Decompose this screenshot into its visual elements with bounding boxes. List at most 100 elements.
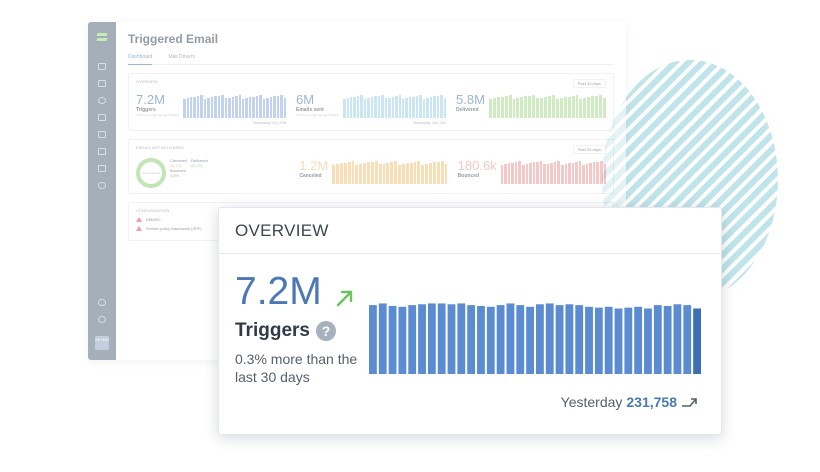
mini-bar	[262, 98, 266, 118]
chart-bar[interactable]	[565, 304, 574, 374]
mini-bar	[553, 162, 557, 184]
user-avatar[interactable]: Fb Hab	[95, 336, 109, 350]
chart-bar[interactable]	[594, 307, 603, 374]
mini-bar	[583, 97, 587, 118]
chart-bar[interactable]	[536, 304, 544, 374]
chart-bar[interactable]	[457, 303, 466, 374]
kpi-value: 5.8M	[456, 92, 485, 107]
chart-bar[interactable]	[663, 305, 672, 374]
config-item[interactable]: Sender policy framework (SPF)	[136, 226, 606, 231]
chart-bar[interactable]	[545, 303, 554, 374]
mini-bar	[183, 98, 186, 118]
chart-bar[interactable]	[604, 306, 613, 374]
chart-bar[interactable]	[585, 306, 593, 374]
link-icon[interactable]	[98, 165, 106, 172]
tab-mail-drivers[interactable]: Mail Drivers	[168, 54, 195, 60]
mini-bar	[398, 164, 401, 184]
chart-bar[interactable]	[673, 304, 682, 374]
mini-bar	[429, 163, 432, 184]
card-header: OVERVIEW	[219, 208, 721, 254]
mini-bar	[522, 164, 525, 184]
globe-icon[interactable]	[98, 97, 106, 104]
mini-bar	[409, 162, 413, 184]
mini-bar	[550, 162, 553, 184]
bell-icon[interactable]	[98, 299, 106, 306]
mini-bar	[575, 95, 579, 118]
chart-bar[interactable]	[437, 303, 446, 374]
chart-bar[interactable]	[388, 305, 397, 374]
mini-bar	[571, 162, 575, 184]
delivered-pct: 80.4%	[190, 163, 203, 168]
mini-bar	[186, 98, 189, 118]
tab-dashboard[interactable]: Dashboard	[128, 54, 153, 65]
search-icon[interactable]	[98, 316, 106, 323]
mini-bar	[525, 163, 529, 184]
chart-bar[interactable]	[653, 305, 662, 374]
mini-bar	[359, 163, 363, 184]
chart-bar[interactable]	[477, 305, 485, 374]
mini-bar	[585, 163, 589, 184]
mini-bar	[367, 162, 370, 184]
mini-bar	[444, 164, 448, 184]
chart-bar[interactable]	[486, 306, 495, 374]
mini-bar	[221, 94, 224, 118]
question-icon[interactable]: ?	[315, 321, 336, 341]
chart-bar[interactable]	[624, 307, 633, 374]
kpi-value: 180.6k	[457, 158, 497, 173]
chart-bar[interactable]	[369, 305, 377, 374]
kpi-sub: 0.5% more than the last 30 days	[296, 113, 340, 117]
chart-bar[interactable]	[496, 305, 505, 374]
mini-bar	[346, 98, 349, 118]
grid-icon[interactable]	[98, 63, 106, 70]
layers-icon[interactable]	[98, 114, 106, 121]
settings-icon[interactable]	[98, 182, 106, 189]
mini-bar	[599, 94, 603, 118]
email-icon[interactable]	[98, 131, 106, 138]
chart-bar[interactable]	[418, 304, 426, 374]
chart-bar[interactable]	[644, 308, 652, 374]
chart-bar[interactable]	[683, 305, 692, 374]
chart-bar[interactable]	[575, 305, 584, 374]
mini-bar	[567, 96, 571, 118]
mini-bar	[540, 97, 544, 118]
mini-bar	[378, 164, 382, 184]
mini-bar	[402, 98, 405, 118]
image-icon[interactable]	[98, 80, 106, 87]
chart-bar[interactable]	[467, 305, 476, 374]
picture-icon[interactable]	[98, 148, 106, 155]
chart-bar[interactable]	[555, 305, 564, 374]
mini-bar	[536, 161, 539, 184]
config-item[interactable]: DMARC	[136, 217, 606, 222]
mini-bar	[528, 95, 532, 118]
chart-bar[interactable]	[408, 305, 417, 374]
mini-bar	[544, 96, 547, 118]
app-sidebar: Fb Hab	[88, 22, 116, 360]
range-select[interactable]: Past 30 days	[572, 79, 606, 88]
chart-bar[interactable]	[693, 308, 701, 374]
chart-bar[interactable]	[447, 304, 456, 374]
canceled-pct: 18.7%	[170, 163, 182, 168]
chart-bar[interactable]	[506, 303, 515, 374]
mini-bar	[252, 96, 255, 118]
mini-bar	[563, 97, 567, 118]
delivered-label: Delivered	[190, 158, 208, 163]
range-select[interactable]: Past 30 days	[572, 145, 606, 154]
triggers-value: 7.2M	[235, 270, 322, 313]
chart-bar[interactable]	[634, 306, 643, 374]
mini-bar	[587, 97, 591, 118]
chart-bar[interactable]	[614, 308, 623, 374]
mini-bar	[224, 98, 228, 118]
mini-bar	[259, 95, 262, 118]
mini-bar	[413, 161, 417, 184]
chart-bar[interactable]	[427, 303, 436, 374]
chart-bar[interactable]	[398, 306, 407, 374]
mini-bar	[332, 164, 336, 184]
mini-bar	[356, 95, 360, 118]
chart-bar[interactable]	[516, 305, 525, 374]
mini-bar	[349, 97, 353, 118]
chart-bar[interactable]	[378, 303, 387, 374]
mini-bar	[255, 95, 259, 118]
mini-bar	[443, 98, 447, 118]
mini-bar	[507, 163, 511, 184]
chart-bar[interactable]	[526, 306, 534, 374]
